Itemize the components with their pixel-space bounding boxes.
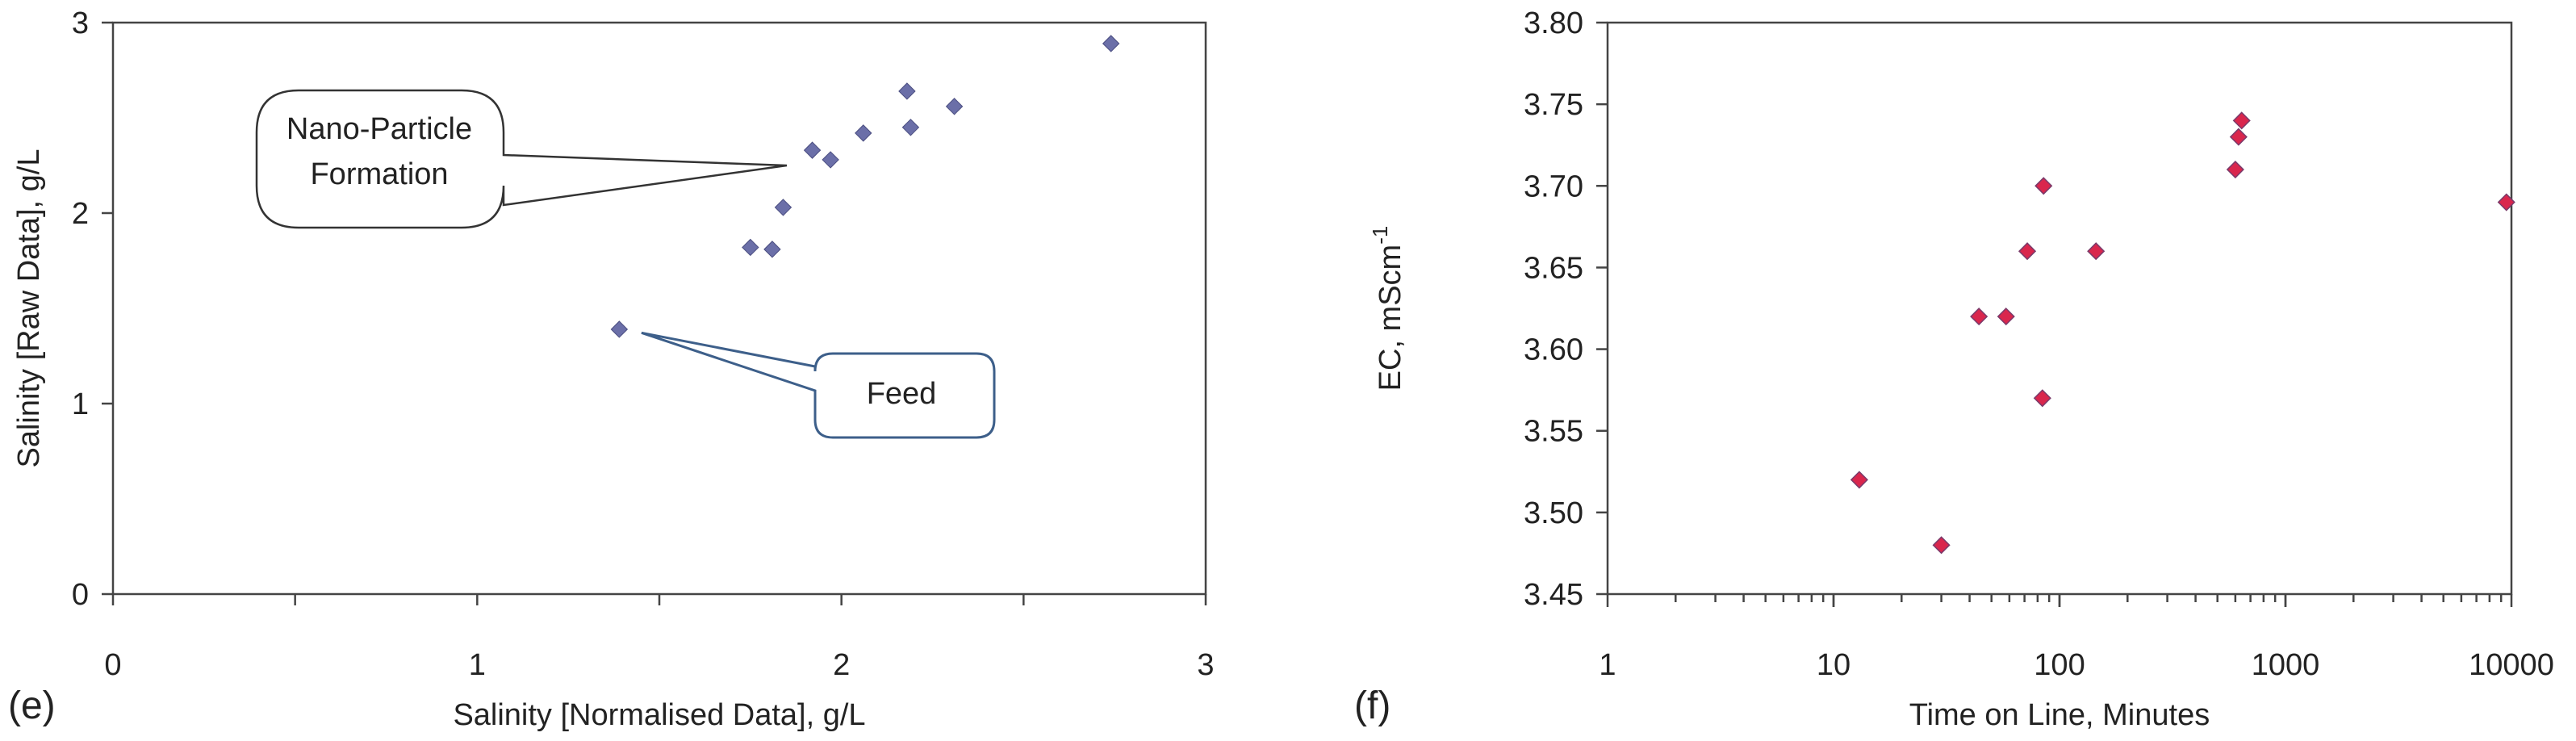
callout-nano-text-line1: Nano-Particle: [286, 112, 472, 146]
e-panel-label: (e): [8, 684, 56, 727]
e-y-tick-label: 0: [72, 578, 89, 612]
e-data-point: [855, 124, 872, 142]
callout-nano-particle: Nano-Particle Formation: [255, 89, 788, 229]
chart-panel-e: 0 1 2 3 0 1 2 3 Nano-Particle Formation Feed S…: [8, 6, 1215, 732]
callout-feed: Feed: [641, 331, 996, 439]
f-plot-area: [1606, 21, 2513, 596]
f-y-tick-labels: 3.45 3.50 3.55 3.60 3.65 3.70 3.75 3.80: [1524, 6, 1583, 612]
f-y-tick-label: 3.65: [1524, 251, 1583, 285]
f-y-tick-label: 3.45: [1524, 578, 1583, 612]
f-y-tick-label: 3.50: [1524, 496, 1583, 530]
f-data-point: [2087, 242, 2106, 261]
f-data-point: [1932, 536, 1951, 555]
f-y-axis-title-main: EC, mScm: [1374, 245, 1407, 391]
f-data-points: [1850, 111, 2515, 555]
f-y-tick-label: 3.75: [1524, 88, 1583, 122]
e-tick-marks: [102, 21, 1207, 605]
e-data-point: [1102, 35, 1120, 52]
chart-panel-f: 1 10 100 1000 10000 3.45 3.50 3.55 3.60 3.65 3.70…: [1354, 6, 2554, 732]
e-data-point: [945, 98, 964, 115]
f-data-point: [2497, 193, 2515, 211]
f-data-point: [2018, 242, 2037, 261]
f-tick-marks: [1596, 21, 2513, 607]
callout-feed-text: Feed: [867, 377, 937, 411]
e-x-tick-label: 3: [1197, 648, 1214, 682]
e-data-points: [610, 35, 1120, 338]
f-y-tick-label: 3.55: [1524, 415, 1583, 449]
f-data-point: [2226, 160, 2244, 179]
f-data-point: [2033, 389, 2051, 408]
e-y-tick-label: 3: [72, 6, 89, 40]
e-x-tick-label: 2: [833, 648, 850, 682]
f-x-tick-label: 10000: [2469, 648, 2554, 682]
f-y-tick-label: 3.80: [1524, 6, 1583, 40]
e-y-tick-label: 2: [72, 197, 89, 231]
e-data-point: [803, 141, 822, 159]
e-x-tick-label: 1: [469, 648, 486, 682]
e-y-tick-labels: 0 1 2 3: [72, 6, 89, 612]
f-y-axis-title-superscript: -1: [1368, 226, 1392, 245]
e-data-point: [763, 241, 781, 258]
callout-nano-shape: [255, 89, 788, 229]
e-x-tick-label: 0: [104, 648, 121, 682]
e-data-point: [898, 82, 916, 100]
f-x-tick-label: 1000: [2252, 648, 2320, 682]
e-x-axis-title: Salinity [Normalised Data], g/L: [453, 698, 865, 732]
f-y-axis-title: EC, mScm-1: [1368, 226, 1407, 391]
f-x-tick-label: 100: [2034, 648, 2085, 682]
callout-nano-text-line2: Formation: [310, 157, 448, 191]
f-x-tick-label: 10: [1817, 648, 1850, 682]
f-y-tick-label: 3.70: [1524, 170, 1583, 203]
callout-feed-shape: [641, 331, 996, 439]
f-y-tick-label: 3.60: [1524, 333, 1583, 367]
f-data-point: [1997, 308, 2015, 326]
f-panel-label: (f): [1354, 684, 1390, 727]
f-x-tick-labels: 1 10 100 1000 10000: [1599, 648, 2553, 682]
e-x-tick-labels: 0 1 2 3: [104, 648, 1214, 682]
f-x-axis-title: Time on Line, Minutes: [1909, 698, 2210, 732]
e-data-point: [742, 238, 759, 257]
f-data-point: [1970, 308, 1988, 326]
f-data-point: [1850, 471, 1868, 489]
e-y-tick-label: 1: [72, 387, 89, 421]
f-data-point: [2034, 177, 2053, 195]
f-x-tick-label: 1: [1599, 648, 1616, 682]
f-data-point: [2232, 111, 2251, 130]
e-data-point: [822, 151, 839, 169]
e-y-axis-title: Salinity [Raw Data], g/L: [12, 149, 46, 468]
e-data-point: [610, 320, 629, 338]
e-data-point: [774, 199, 792, 216]
f-data-point: [2229, 128, 2248, 146]
e-data-point: [901, 119, 920, 136]
